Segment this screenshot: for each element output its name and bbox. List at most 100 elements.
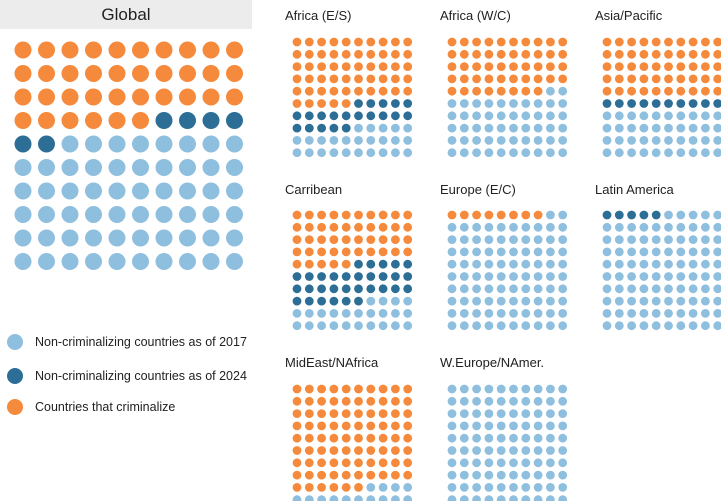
- mideast-nafrica-dot-non-criminalizing-2017: [403, 495, 413, 501]
- carribean-dot-non-criminalizing-2024: [366, 259, 376, 269]
- latin-america-dot-non-criminalizing-2017: [627, 235, 636, 245]
- europe-ec-dot-criminalize: [496, 210, 506, 220]
- latin-america-dot-non-criminalizing-2017: [676, 235, 686, 245]
- carribean-dot-criminalize: [304, 210, 314, 220]
- mideast-nafrica-dot-criminalize: [317, 409, 326, 418]
- asia-pacific-dot-non-criminalizing-2024: [639, 99, 649, 108]
- mideast-nafrica-dot-criminalize: [317, 483, 326, 492]
- latin-america-dot-non-criminalizing-2017: [701, 210, 710, 220]
- mideast-nafrica-dot-criminalize: [329, 396, 339, 406]
- asia-pacific-dot-non-criminalizing-2024: [676, 99, 686, 108]
- weurope-namer-dot-non-criminalizing-2017: [558, 483, 568, 492]
- carribean-dot-non-criminalizing-2024: [354, 259, 363, 269]
- weurope-namer-dot-non-criminalizing-2017: [521, 483, 531, 492]
- asia-pacific-dot-non-criminalizing-2017: [676, 148, 686, 158]
- legend-label-criminalize: Countries that criminalize: [35, 400, 175, 414]
- weurope-namer-dot-non-criminalizing-2017: [558, 433, 568, 443]
- latin-america-dot-non-criminalizing-2017: [664, 321, 673, 331]
- weurope-namer-dot-non-criminalizing-2017: [521, 409, 531, 418]
- mideast-nafrica-dot-criminalize: [354, 483, 363, 492]
- africa-es-dot-non-criminalizing-2024: [292, 123, 302, 133]
- africa-wc-dot-non-criminalizing-2017: [558, 86, 568, 96]
- asia-pacific-dot-non-criminalizing-2017: [651, 123, 661, 133]
- mideast-nafrica-dot-criminalize: [378, 433, 388, 443]
- carribean-dot-criminalize: [354, 235, 363, 245]
- mideast-nafrica-dot-criminalize: [366, 446, 376, 455]
- weurope-namer-dot-non-criminalizing-2017: [459, 396, 469, 406]
- carribean-dot-non-criminalizing-2024: [341, 296, 351, 306]
- europe-ec-dot-non-criminalizing-2017: [496, 272, 506, 281]
- africa-es-dot-non-criminalizing-2017: [317, 136, 326, 145]
- africa-wc-dot-non-criminalizing-2017: [558, 123, 568, 133]
- africa-wc-dot-criminalize: [521, 62, 531, 71]
- mideast-nafrica-dot-criminalize: [403, 433, 413, 443]
- mideast-nafrica-dot-criminalize: [378, 446, 388, 455]
- latin-america-dot-non-criminalizing-2017: [676, 222, 686, 232]
- mideast-nafrica-dot-criminalize: [354, 470, 363, 480]
- europe-ec-dot-non-criminalizing-2017: [546, 247, 555, 257]
- africa-wc-dot-non-criminalizing-2017: [509, 148, 518, 158]
- asia-pacific-dot-criminalize: [627, 49, 636, 59]
- mideast-nafrica-dot-criminalize: [317, 458, 326, 468]
- africa-wc-dot-non-criminalizing-2017: [472, 123, 481, 133]
- africa-wc-dot-criminalize: [484, 37, 494, 47]
- mideast-nafrica-title: MidEast/NAfrica: [285, 355, 379, 370]
- asia-pacific-dot-criminalize: [688, 62, 698, 71]
- global-dot-criminalize: [85, 88, 102, 106]
- europe-ec-dot-non-criminalizing-2017: [459, 235, 469, 245]
- latin-america-dot-non-criminalizing-2017: [639, 296, 649, 306]
- weurope-namer-dot-non-criminalizing-2017: [546, 470, 555, 480]
- mideast-nafrica-dot-criminalize: [366, 384, 376, 394]
- asia-pacific-dot-criminalize: [676, 74, 686, 84]
- europe-ec-dot-non-criminalizing-2017: [447, 272, 457, 281]
- europe-ec-dot-non-criminalizing-2017: [447, 247, 457, 257]
- latin-america-dot-non-criminalizing-2017: [664, 259, 673, 269]
- weurope-namer-dot-non-criminalizing-2017: [472, 396, 481, 406]
- africa-es-dot-criminalize: [366, 37, 376, 47]
- latin-america-dot-non-criminalizing-2017: [627, 321, 636, 331]
- africa-wc-dot-criminalize: [509, 62, 518, 71]
- latin-america-dot-non-criminalizing-2017: [676, 284, 686, 294]
- africa-wc-dot-non-criminalizing-2017: [484, 111, 494, 121]
- asia-pacific-dot-criminalize: [664, 37, 673, 47]
- mideast-nafrica-dot-criminalize: [341, 421, 351, 431]
- weurope-namer-dot-non-criminalizing-2017: [484, 409, 494, 418]
- africa-wc-dot-criminalize: [533, 86, 543, 96]
- africa-es-dot-non-criminalizing-2017: [341, 136, 351, 145]
- africa-wc-dot-non-criminalizing-2017: [484, 148, 494, 158]
- europe-ec-dot-non-criminalizing-2017: [472, 272, 481, 281]
- latin-america-dot-non-criminalizing-2017: [688, 284, 698, 294]
- weurope-namer-dot-non-criminalizing-2017: [496, 483, 506, 492]
- global-dot-criminalize: [202, 41, 220, 59]
- asia-pacific-dot-non-criminalizing-2017: [701, 111, 710, 121]
- europe-ec-dot-criminalize: [509, 210, 518, 220]
- global-dot-non-criminalizing-2017: [179, 229, 196, 247]
- africa-es-dot-criminalize: [378, 37, 388, 47]
- europe-ec-dot-non-criminalizing-2017: [533, 259, 543, 269]
- africa-es-dot-criminalize: [292, 86, 302, 96]
- global-dot-non-criminalizing-2024: [155, 112, 173, 129]
- carribean-dot-non-criminalizing-2024: [403, 284, 413, 294]
- asia-pacific-dot-criminalize: [688, 86, 698, 96]
- weurope-namer-dot-non-criminalizing-2017: [496, 421, 506, 431]
- carribean-dot-non-criminalizing-2017: [366, 296, 376, 306]
- weurope-namer-dot-non-criminalizing-2017: [447, 409, 457, 418]
- global-dot-criminalize: [85, 41, 102, 59]
- asia-pacific-dot-criminalize: [651, 37, 661, 47]
- asia-pacific-dot-criminalize: [651, 74, 661, 84]
- asia-pacific-dot-criminalize: [676, 62, 686, 71]
- europe-ec-dot-non-criminalizing-2017: [509, 296, 518, 306]
- asia-pacific-dot-non-criminalizing-2024: [627, 99, 636, 108]
- asia-pacific-dot-non-criminalizing-2017: [614, 123, 624, 133]
- africa-wc-dot-non-criminalizing-2017: [496, 99, 506, 108]
- latin-america-dot-non-criminalizing-2017: [688, 222, 698, 232]
- weurope-namer-dot-non-criminalizing-2017: [472, 384, 481, 394]
- africa-es-dot-criminalize: [341, 74, 351, 84]
- africa-wc-dot-non-criminalizing-2017: [472, 136, 481, 145]
- asia-pacific-dot-non-criminalizing-2017: [701, 136, 710, 145]
- africa-es-dot-non-criminalizing-2017: [403, 123, 413, 133]
- global-dot-criminalize: [108, 65, 126, 82]
- weurope-namer-dot-non-criminalizing-2017: [546, 409, 555, 418]
- asia-pacific-dot-non-criminalizing-2017: [651, 148, 661, 158]
- weurope-namer-dot-non-criminalizing-2017: [558, 384, 568, 394]
